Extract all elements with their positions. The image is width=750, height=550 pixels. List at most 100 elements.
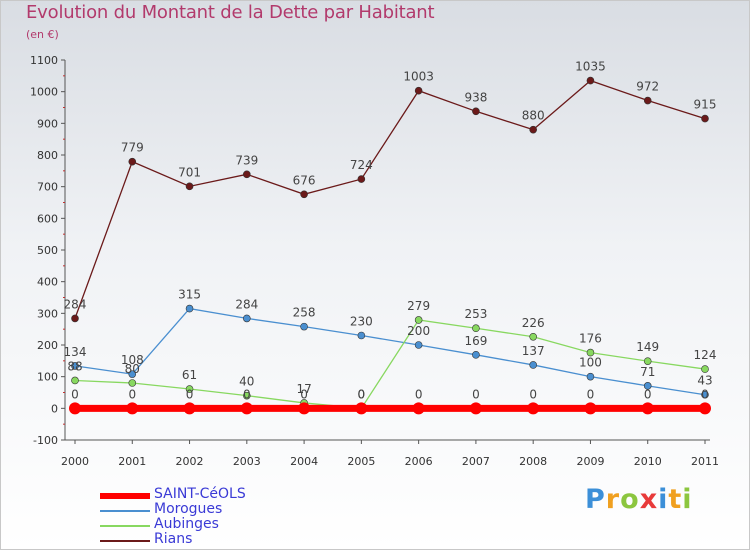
logo-letter: r (605, 484, 621, 515)
y-tick-label: 200 (37, 339, 58, 352)
data-label-morogues: 258 (293, 306, 316, 320)
data-point-rians (185, 182, 194, 191)
data-point-morogues (357, 331, 366, 340)
data-point-saint-c-ols (641, 402, 654, 415)
data-label-aubinges: 253 (464, 307, 487, 321)
y-tick-label: 300 (37, 307, 58, 320)
data-point-morogues (701, 390, 709, 399)
x-tick-label: 2001 (118, 455, 146, 468)
series-line-morogues (74, 307, 706, 396)
data-label-saint-c-ols: 0 (243, 387, 251, 401)
logo-letter: i (658, 484, 669, 515)
data-point-aubinges (243, 391, 251, 400)
data-point-aubinges (701, 365, 709, 373)
series-line-aubinges (74, 319, 706, 410)
data-label-saint-c-ols: 0 (128, 387, 136, 401)
data-label-morogues: 137 (522, 344, 545, 358)
data-label-rians: 880 (522, 109, 545, 123)
legend-label: SAINT-CéOLS (154, 486, 246, 502)
data-label-aubinges: 61 (182, 368, 197, 382)
data-point-saint-c-ols (126, 402, 139, 415)
data-point-aubinges (128, 379, 137, 387)
data-label-morogues: 100 (579, 356, 602, 370)
data-label-aubinges: 124 (694, 348, 717, 362)
data-point-morogues (529, 361, 537, 369)
logo-letter: o (620, 484, 640, 515)
data-point-rians (472, 107, 480, 116)
data-label-aubinges: 149 (636, 340, 659, 354)
data-label-rians: 676 (293, 173, 316, 187)
data-label-aubinges: 40 (239, 375, 254, 389)
x-tick-label: 2003 (233, 455, 261, 468)
y-tick-label: 900 (37, 117, 58, 130)
data-point-morogues (71, 362, 79, 370)
data-label-rians: 739 (235, 153, 258, 167)
legend-label: Aubinges (154, 516, 219, 532)
data-label-morogues: 200 (407, 324, 430, 338)
data-point-morogues (414, 341, 423, 349)
y-tick-label: 800 (37, 149, 58, 162)
data-point-morogues (586, 372, 595, 381)
data-label-morogues: 71 (640, 365, 655, 379)
data-label-morogues: 169 (464, 334, 487, 348)
y-tick-label: -100 (33, 434, 58, 447)
legend-label: Rians (154, 531, 193, 547)
data-point-rians (71, 314, 79, 323)
x-tick-label: 2009 (576, 455, 604, 468)
x-tick-label: 2011 (691, 455, 719, 468)
logo-letter: x (639, 484, 659, 515)
data-label-rians: 724 (350, 158, 373, 172)
data-point-saint-c-ols (584, 402, 597, 415)
legend-label: Morogues (154, 501, 223, 517)
data-label-aubinges: 17 (296, 382, 311, 396)
y-tick-label: 600 (37, 212, 58, 225)
series-line-rians (74, 79, 706, 319)
legend-swatch (100, 525, 150, 527)
data-point-rians (529, 125, 537, 134)
data-label-rians: 1035 (575, 60, 606, 74)
data-point-morogues (128, 370, 137, 378)
logo-letter: t (668, 484, 683, 515)
x-tick-label: 2006 (405, 455, 433, 468)
data-label-rians: 915 (694, 98, 717, 112)
data-label-rians: 701 (178, 165, 201, 179)
legend-swatch (100, 493, 150, 499)
data-label-saint-c-ols: 0 (358, 387, 366, 401)
data-point-saint-c-ols (298, 402, 311, 415)
data-label-morogues: 230 (350, 315, 373, 329)
data-point-saint-c-ols (240, 402, 253, 415)
data-point-rians (701, 114, 709, 123)
data-point-rians (643, 96, 652, 105)
data-label-aubinges: 279 (407, 299, 430, 313)
data-point-rians (128, 157, 137, 166)
data-point-aubinges (71, 376, 79, 385)
data-label-saint-c-ols: 0 (186, 387, 194, 401)
data-label-saint-c-ols: 0 (529, 387, 537, 401)
y-tick-label: 700 (37, 181, 58, 194)
data-label-saint-c-ols: 0 (587, 387, 595, 401)
data-point-aubinges (414, 316, 423, 324)
data-point-morogues (472, 351, 480, 359)
data-label-rians: 938 (464, 90, 487, 104)
y-tick-label: 0 (51, 402, 58, 415)
chart-title: Evolution du Montant de la Dette par Hab… (26, 2, 435, 23)
data-label-morogues: 134 (64, 345, 87, 359)
data-label-morogues: 284 (235, 297, 258, 311)
x-tick-label: 2010 (634, 455, 662, 468)
data-point-aubinges (529, 332, 537, 341)
data-point-rians (243, 170, 251, 179)
data-label-saint-c-ols: 0 (472, 387, 480, 401)
data-point-saint-c-ols (355, 402, 368, 415)
data-point-rians (414, 86, 423, 95)
chart-subtitle: (en €) (26, 28, 59, 41)
data-label-rians: 1003 (403, 70, 434, 84)
y-tick-label: 1000 (30, 86, 58, 99)
data-label-saint-c-ols: 0 (701, 387, 709, 401)
data-point-rians (586, 76, 595, 85)
data-point-saint-c-ols (183, 402, 196, 415)
data-point-morogues (243, 314, 251, 323)
data-label-morogues: 43 (697, 374, 712, 388)
data-label-aubinges: 88 (67, 359, 82, 373)
data-label-rians: 779 (121, 141, 144, 155)
data-label-aubinges: 80 (125, 362, 140, 376)
